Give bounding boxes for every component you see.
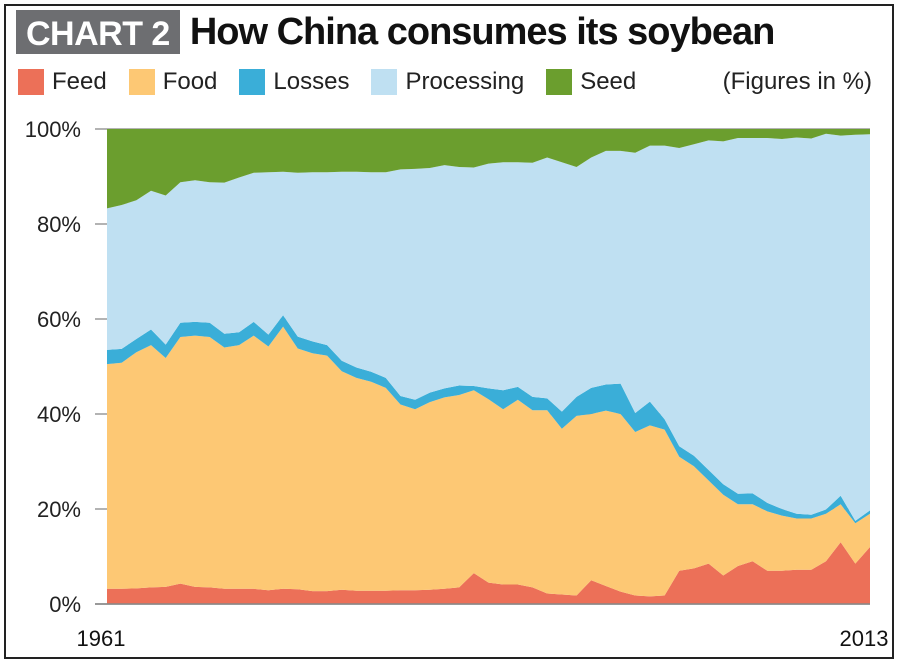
y-tick-label: 20%: [37, 497, 81, 522]
chart-title: How China consumes its soybean: [189, 11, 775, 53]
legend-swatch-food: [128, 69, 155, 95]
legend-item-feed: Feed: [18, 68, 107, 96]
chart-legend: Feed Food Losses Processing Seed: [18, 68, 658, 96]
chart-header: CHART 2 How China consumes its soybean: [16, 9, 775, 55]
area-series-processing: [107, 133, 870, 521]
area-series-feed: [107, 542, 870, 604]
legend-swatch-processing: [371, 69, 398, 95]
legend-item-losses: Losses: [239, 68, 349, 96]
area-series-seed: [107, 129, 870, 209]
legend-item-food: Food: [128, 68, 218, 96]
y-tick-label: 100%: [25, 117, 81, 142]
x-tick-label-start: 1961: [77, 626, 126, 651]
chart-number-badge: CHART 2: [16, 10, 180, 54]
legend-swatch-feed: [18, 69, 44, 95]
legend-label-losses: Losses: [273, 68, 350, 95]
y-tick-label: 60%: [37, 307, 81, 332]
area-series-food: [107, 326, 870, 597]
legend-label-processing: Processing: [405, 68, 525, 95]
legend-item-processing: Processing: [371, 68, 524, 96]
legend-swatch-seed: [546, 69, 573, 95]
legend-label-food: Food: [162, 68, 218, 95]
x-tick-label-end: 2013: [840, 626, 889, 651]
y-tick-label: 80%: [37, 212, 81, 237]
legend-label-seed: Seed: [580, 68, 637, 95]
y-tick-label: 0%: [49, 592, 81, 617]
legend-item-seed: Seed: [546, 68, 636, 96]
legend-swatch-losses: [239, 69, 266, 95]
units-note: (Figures in %): [722, 68, 872, 95]
chart-frame: [4, 4, 894, 659]
area-series-losses: [107, 315, 870, 524]
y-tick-label: 40%: [37, 402, 81, 427]
legend-label-feed: Feed: [52, 68, 107, 95]
